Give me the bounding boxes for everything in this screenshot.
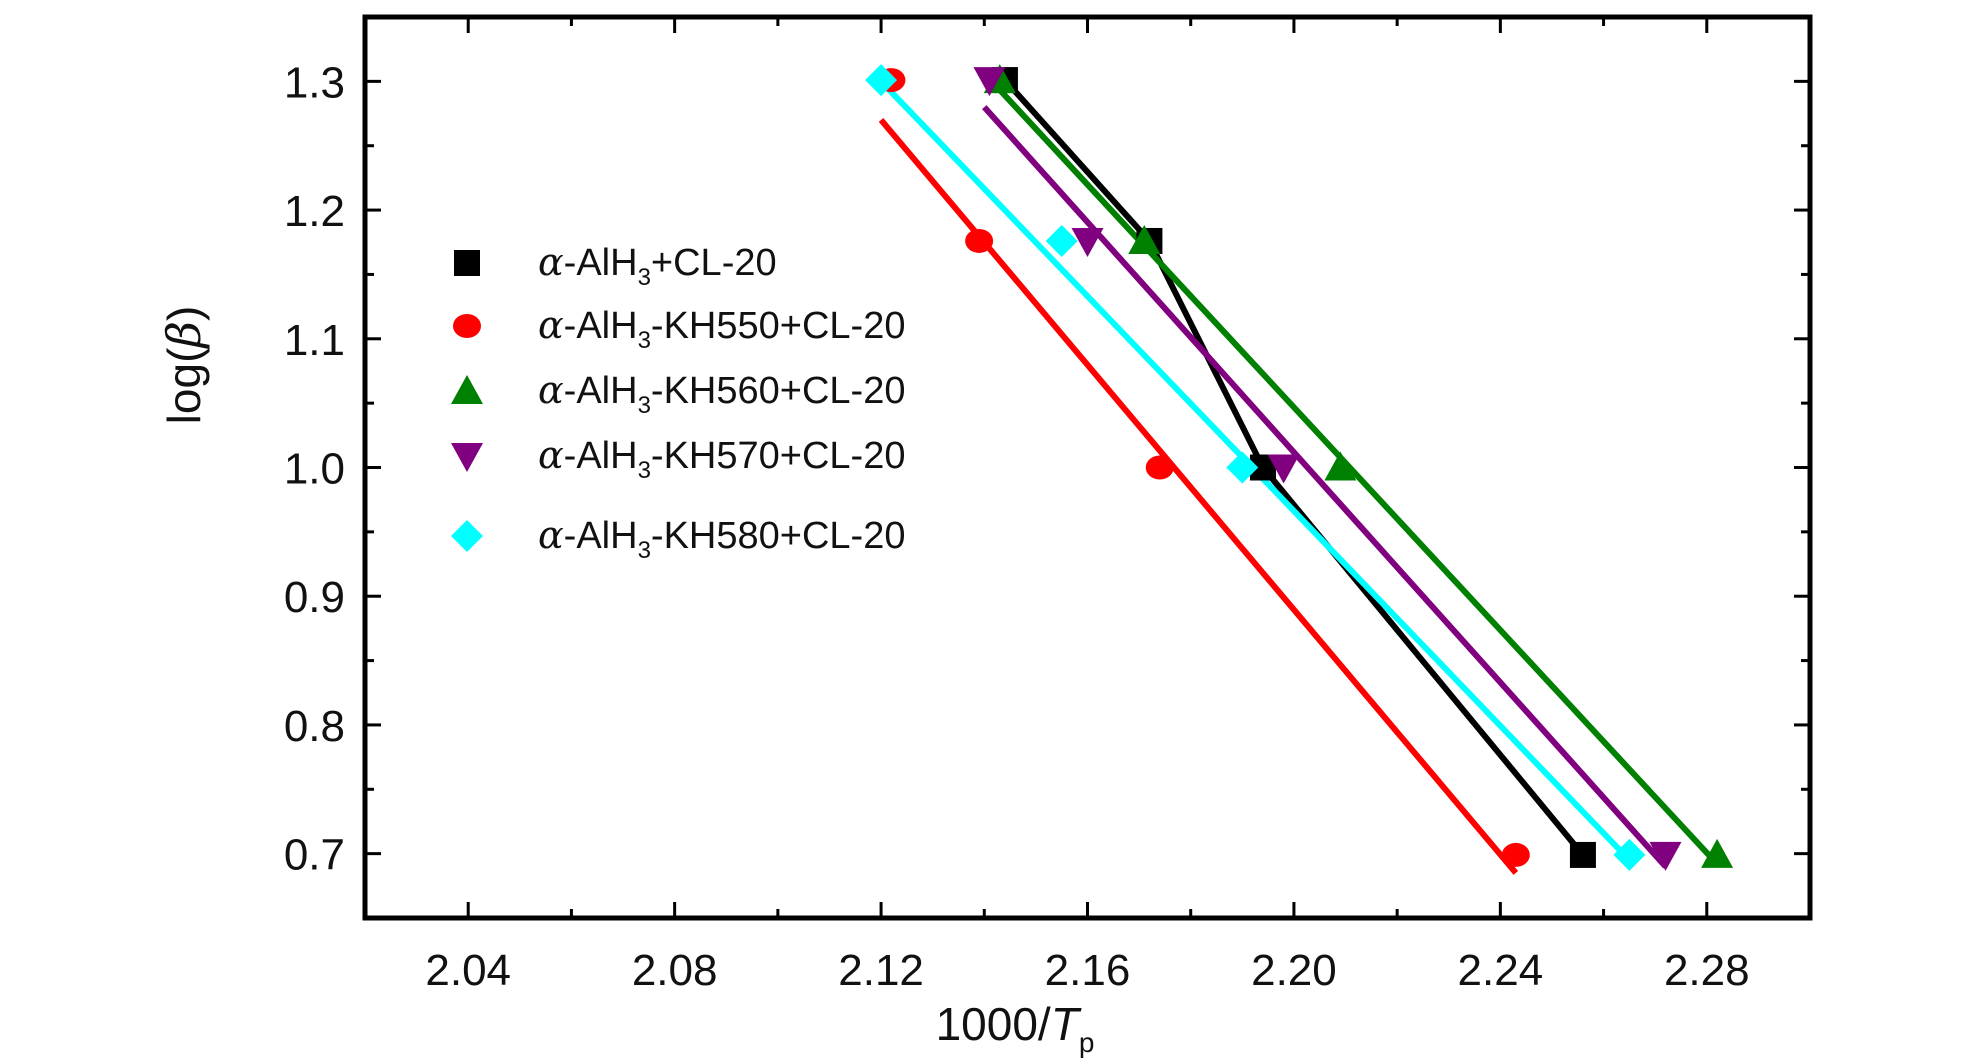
fit-lines (878, 76, 1720, 875)
legend-series-kh560-marker (451, 375, 483, 404)
y-tick-label: 1.3 (284, 58, 345, 107)
series-alh3-cl20-line (1002, 78, 1586, 857)
y-tick-label: 1.0 (284, 445, 345, 494)
y-tick-label: 0.9 (284, 573, 345, 622)
series-alh3-cl20-point (1569, 841, 1596, 868)
y-tick-label: 0.8 (284, 702, 345, 751)
legend-series-alh3-cl20-label: α-AlH3+CL-20 (538, 240, 777, 291)
series-kh550-point (965, 228, 994, 253)
legend-series-kh580-marker (451, 520, 483, 552)
x-tick-label: 2.08 (632, 946, 718, 995)
series-kh560-point (1128, 224, 1161, 254)
legend: α-AlH3+CL-20 α-AlH3-KH550+CL-20 α-AlH3-KH5… (451, 240, 905, 564)
legend-series-kh570-label: α-AlH3-KH570+CL-20 (538, 433, 905, 484)
legend-series-kh560-label: α-AlH3-KH560+CL-20 (538, 368, 905, 419)
series-kh580-point (1226, 451, 1259, 484)
x-tick-label: 2.28 (1664, 946, 1750, 995)
y-tick-label: 1.1 (284, 316, 345, 365)
y-axis: 0.7 0.8 0.9 1.0 1.1 1.2 1.3 (284, 58, 1810, 880)
series-kh570-point (973, 67, 1006, 97)
data-markers (865, 64, 1734, 871)
y-axis-title: log(β) (157, 306, 211, 425)
series-kh580-point (1613, 838, 1646, 871)
y-tick-label: 0.7 (284, 831, 345, 880)
legend-series-kh570-marker (451, 443, 483, 472)
series-kh570-point (1267, 454, 1300, 484)
x-tick-label: 2.24 (1458, 946, 1544, 995)
series-kh560-point (1324, 451, 1357, 481)
x-axis: 2.04 2.08 2.12 2.16 2.20 2.24 2.28 (425, 17, 1750, 995)
legend-series-kh550-label: α-AlH3-KH550+CL-20 (538, 303, 905, 354)
x-tick-label: 2.16 (1045, 946, 1131, 995)
legend-series-alh3-cl20-marker (454, 250, 480, 276)
legend-series-kh550-marker (453, 314, 481, 338)
x-axis-title: 1000/Tp (936, 998, 1095, 1058)
series-kh560-fit-line (987, 76, 1720, 866)
series-kh570-fit-line (982, 105, 1668, 869)
y-tick-label: 1.2 (284, 187, 345, 236)
series-kh580-point (1045, 224, 1078, 257)
series-kh570-point (1071, 227, 1104, 257)
x-tick-label: 2.04 (425, 946, 511, 995)
legend-series-kh580-label: α-AlH3-KH580+CL-20 (538, 513, 905, 564)
series-kh570-point (1649, 841, 1682, 871)
x-tick-label: 2.12 (838, 946, 924, 995)
series-kh580-point (865, 64, 898, 97)
series-kh550-point (1145, 455, 1174, 480)
x-tick-label: 2.20 (1251, 946, 1337, 995)
series-kh560-point (1701, 838, 1734, 868)
series-kh550-point (1501, 842, 1530, 867)
